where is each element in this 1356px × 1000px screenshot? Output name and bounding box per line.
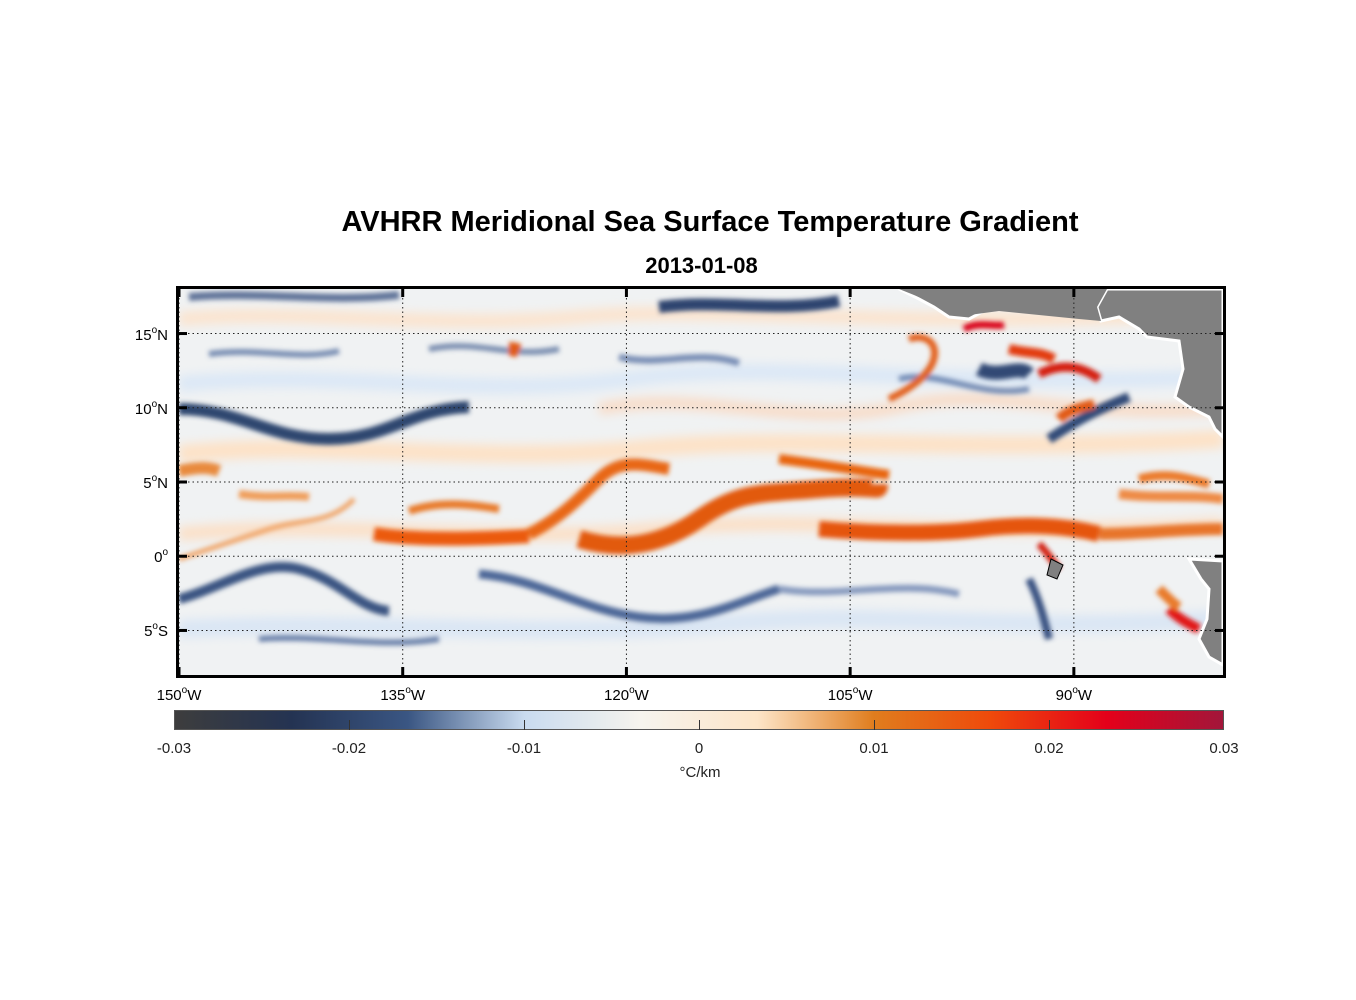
degree-symbol: o: [1072, 685, 1078, 696]
lon-tick-number: 120: [604, 687, 630, 704]
lat-tick-number: 0: [154, 549, 163, 567]
lon-tick-label: 90oW: [1029, 685, 1119, 704]
lon-tick-label: 105oW: [805, 685, 895, 704]
lat-tick-label: 5oS: [108, 621, 168, 640]
degree-symbol: o: [405, 685, 411, 696]
land-mass: [898, 289, 1223, 667]
lat-tick-label: 5oN: [108, 473, 168, 492]
colorbar-tick-label: -0.03: [156, 740, 192, 757]
lat-tick-number: 15: [134, 326, 152, 344]
colorbar-tick-label: 0.03: [1209, 740, 1239, 757]
colorbar-tick-mark: [874, 720, 875, 730]
lat-tick-number: 10: [134, 400, 152, 418]
colorbar-tick-label: 0: [694, 740, 704, 757]
sst-gradient-features: [179, 291, 1223, 646]
map-plot-area[interactable]: [176, 286, 1226, 678]
lon-tick-number: 150: [156, 687, 182, 704]
lon-tick-number: 135: [380, 687, 406, 704]
lon-tick-label: 135oW: [358, 685, 448, 704]
colorbar-units: °C/km: [679, 764, 721, 781]
colorbar-tick-mark: [699, 720, 700, 730]
degree-symbol: o: [181, 685, 188, 696]
lon-tick-label: 150oW: [134, 685, 224, 704]
colorbar-tick-mark: [1049, 720, 1050, 730]
degree-symbol: o: [151, 398, 158, 410]
map-frame-ticks: [179, 289, 1223, 675]
lon-hemisphere: W: [858, 687, 873, 704]
degree-symbol: o: [162, 547, 168, 559]
lon-hemisphere: W: [187, 687, 202, 704]
degree-symbol: o: [152, 621, 158, 633]
colorbar-tick-mark: [349, 720, 350, 730]
lon-tick-number: 90: [1055, 687, 1073, 704]
lon-tick-label: 120oW: [581, 685, 671, 704]
colorbar-tick-label: 0.01: [859, 740, 889, 757]
sst-gradient-map: [179, 289, 1223, 675]
lat-tick-label: 15oN: [108, 325, 168, 344]
degree-symbol: o: [852, 685, 859, 696]
lon-tick-number: 105: [827, 687, 853, 704]
lon-hemisphere: W: [634, 687, 649, 704]
lat-tick-number: 5: [144, 623, 153, 641]
lat-hemisphere: N: [157, 326, 168, 344]
lat-tick-label: 0o: [108, 547, 168, 566]
colorbar-tick-label: -0.02: [331, 740, 367, 757]
lat-hemisphere: N: [157, 475, 168, 492]
map-gridlines: [179, 289, 1223, 675]
figure-title: AVHRR Meridional Sea Surface Temperature…: [341, 206, 1079, 238]
colorbar-tick-label: -0.01: [506, 740, 542, 757]
degree-symbol: o: [151, 473, 158, 484]
lat-tick-number: 5: [143, 475, 152, 492]
lat-tick-label: 10oN: [108, 399, 168, 418]
lat-hemisphere: S: [157, 623, 168, 641]
colorbar-tick-label: 0.02: [1034, 740, 1064, 757]
degree-symbol: o: [151, 324, 158, 336]
lat-hemisphere: N: [157, 400, 168, 418]
figure-date: 2013-01-08: [645, 253, 758, 278]
colorbar-tick-mark: [524, 720, 525, 730]
degree-symbol: o: [629, 685, 635, 696]
lon-hemisphere: W: [1077, 687, 1093, 704]
lon-hemisphere: W: [410, 687, 426, 704]
